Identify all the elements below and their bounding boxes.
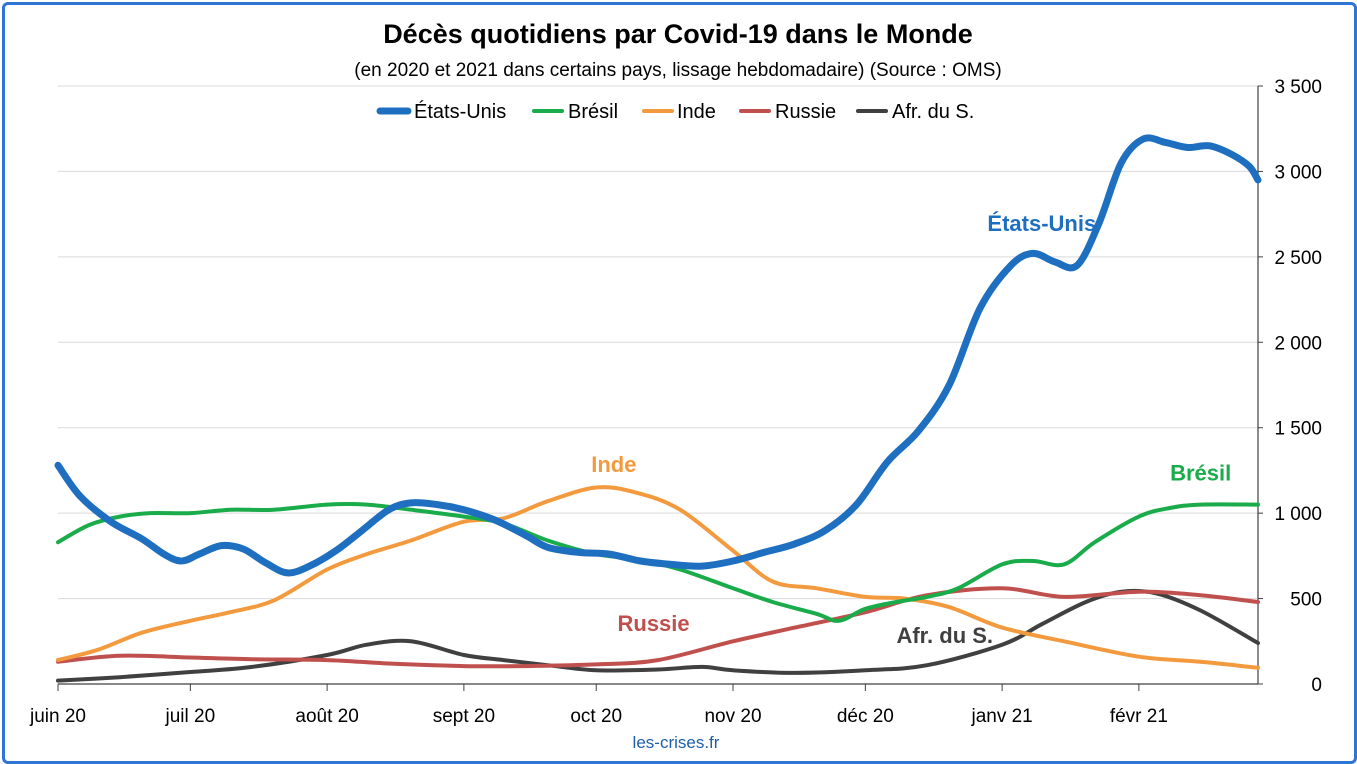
series-line-bresil — [56, 501, 1260, 623]
series-line-russie — [56, 586, 1260, 669]
legend-label-bresil: Brésil — [568, 101, 618, 123]
x-tick-label: oct 20 — [570, 706, 622, 727]
y-tick-label: 1 500 — [1274, 419, 1322, 440]
y-tick-label: 0 — [1311, 675, 1322, 696]
series-label-bresil: Brésil — [1170, 461, 1231, 486]
x-tick-label: févr 21 — [1110, 706, 1168, 727]
legend-label-inde: Inde — [677, 101, 716, 123]
x-tick-label: sept 20 — [433, 706, 495, 727]
series-label-russie: Russie — [618, 611, 690, 636]
series-labels: États-Unis Brésil Inde Russie Afr. du S. — [591, 211, 1231, 648]
series-line-etats-unis — [54, 134, 1262, 577]
legend: États-Unis Brésil Inde Russie Afr. du S. — [376, 100, 974, 123]
series-label-afrique-du-sud: Afr. du S. — [896, 623, 993, 648]
series-line-afrique-du-sud — [56, 588, 1260, 683]
x-tick-label: juin 20 — [29, 706, 86, 727]
chart-title: Décès quotidiens par Covid-19 dans le Mo… — [383, 19, 973, 49]
y-tick-label: 3 000 — [1274, 162, 1322, 183]
y-tick-label: 3 500 — [1274, 77, 1322, 98]
series-label-inde: Inde — [591, 452, 636, 477]
x-tick-label: janv 21 — [970, 706, 1032, 727]
y-tick-label: 2 000 — [1274, 333, 1322, 354]
legend-label-russie: Russie — [775, 101, 836, 123]
y-tick-label: 2 500 — [1274, 248, 1322, 269]
series-layer — [54, 134, 1262, 683]
y-tick-label: 1 000 — [1274, 504, 1322, 525]
x-tick-label: déc 20 — [837, 706, 894, 727]
source-credit: les-crises.fr — [633, 733, 720, 752]
legend-label-afrique-du-sud: Afr. du S. — [892, 101, 974, 123]
axes: 0 500 1 000 1 500 2 000 2 500 3 000 3 500 juin 2… — [29, 77, 1322, 727]
series-line-inde — [56, 485, 1260, 670]
legend-label-etats-unis: États-Unis — [414, 100, 506, 123]
x-tick-label: juil 20 — [165, 706, 216, 727]
chart-subtitle: (en 2020 et 2021 dans certains pays, lis… — [354, 60, 1001, 81]
series-label-etats-unis: États-Unis — [987, 211, 1096, 236]
x-tick-label: nov 20 — [704, 706, 761, 727]
grid-lines — [58, 85, 1258, 600]
y-tick-label: 500 — [1290, 590, 1322, 611]
x-tick-label: août 20 — [295, 706, 358, 727]
